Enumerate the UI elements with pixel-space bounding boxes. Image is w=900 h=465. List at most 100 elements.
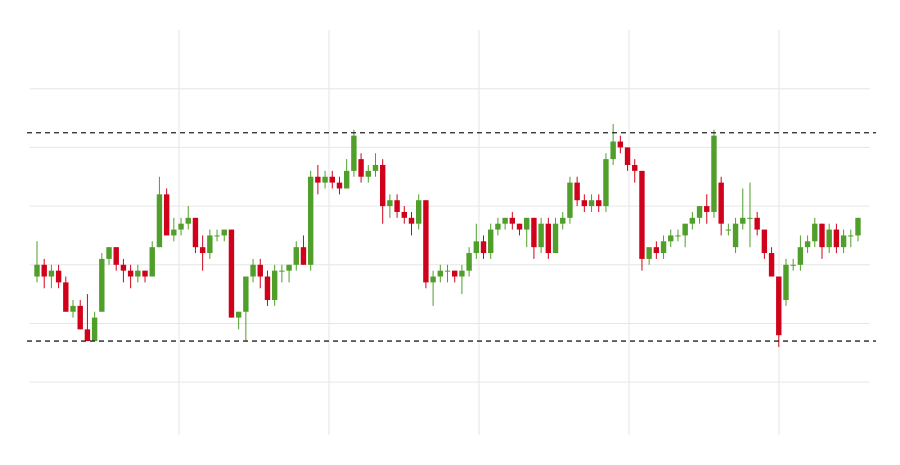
- candle-body: [178, 223, 184, 230]
- candle-body: [192, 217, 199, 248]
- candle-body: [610, 141, 616, 160]
- candle-body: [228, 229, 235, 318]
- candle-body: [696, 206, 703, 218]
- candle-body: [516, 223, 523, 230]
- candle-body: [581, 200, 588, 207]
- candle-body: [797, 247, 804, 265]
- candle-body: [646, 247, 652, 259]
- candle-body: [423, 200, 429, 283]
- candle-body: [106, 247, 112, 259]
- candle-body: [171, 229, 177, 236]
- candle-body: [704, 206, 710, 212]
- candle-body: [826, 229, 832, 248]
- candle-body: [574, 182, 580, 201]
- candle-body: [790, 264, 796, 266]
- candle-body: [135, 270, 141, 277]
- candle-body: [207, 235, 213, 254]
- candle-body: [99, 258, 105, 312]
- candle-body: [286, 264, 292, 271]
- candle-body: [156, 194, 163, 248]
- candle-body: [732, 223, 739, 248]
- candle-body: [41, 264, 47, 277]
- candle-body: [617, 141, 624, 148]
- candle-body: [444, 270, 451, 272]
- candle-body: [660, 241, 667, 254]
- candle-body: [488, 229, 494, 254]
- candle-body: [63, 282, 69, 312]
- candle-body: [531, 217, 537, 248]
- candle-body: [466, 253, 472, 271]
- vertical-grid: [178, 30, 780, 435]
- candle-body: [495, 223, 501, 230]
- candle-body: [747, 217, 753, 219]
- candle-body: [768, 253, 775, 277]
- candle-body: [567, 182, 573, 218]
- candle-body: [639, 170, 645, 259]
- candle-body: [322, 176, 328, 183]
- candle-body: [437, 270, 443, 277]
- candle-body: [603, 159, 609, 207]
- candle-body: [358, 159, 364, 177]
- candle-body: [840, 235, 847, 248]
- candle-body: [754, 217, 760, 230]
- candle-body: [394, 200, 400, 212]
- candle-body: [848, 235, 854, 237]
- candle-body: [271, 270, 278, 300]
- candle-body: [855, 217, 861, 236]
- candle-body: [480, 241, 487, 254]
- candle-body: [250, 264, 256, 277]
- candle-body: [653, 247, 660, 254]
- candle-body: [459, 270, 465, 277]
- candle-body: [415, 200, 422, 224]
- candle-body: [315, 176, 321, 183]
- candle-body: [682, 223, 688, 236]
- candle-body: [812, 223, 818, 242]
- candle-body: [819, 223, 825, 248]
- candle-body: [473, 241, 480, 254]
- candle-body: [329, 176, 335, 183]
- candle-body: [70, 305, 76, 312]
- candle-body: [725, 229, 732, 231]
- candle-body: [351, 135, 357, 171]
- candle-body: [740, 217, 746, 224]
- candle-body: [142, 270, 148, 277]
- candle-body: [55, 270, 62, 283]
- candle-body: [545, 223, 552, 254]
- candle-body: [235, 311, 242, 318]
- candle-body: [524, 217, 530, 230]
- candle-body: [127, 270, 134, 277]
- candle-body: [833, 229, 840, 248]
- candle-body: [776, 276, 782, 336]
- candle-body: [783, 264, 789, 300]
- candle-body: [372, 165, 379, 171]
- candle-body: [163, 194, 170, 236]
- candle-body: [502, 217, 508, 224]
- candle-body: [668, 235, 674, 242]
- candle-body: [48, 270, 55, 277]
- candle-body: [365, 170, 371, 177]
- candle-body: [379, 165, 386, 207]
- candle-body: [221, 229, 227, 236]
- candle-body: [91, 317, 98, 342]
- candle-body: [199, 247, 206, 254]
- candle-body: [307, 176, 314, 265]
- candle-body: [430, 276, 436, 283]
- candle-body: [689, 217, 696, 224]
- candle-body: [149, 247, 155, 277]
- candle-body: [257, 264, 263, 277]
- candle-body: [84, 329, 91, 342]
- candle-body: [264, 276, 271, 300]
- candle-body: [675, 235, 681, 237]
- candle-body: [718, 182, 724, 224]
- candle-body: [509, 217, 516, 224]
- candle-body: [343, 170, 350, 189]
- candle-body: [711, 135, 717, 212]
- candle-body: [588, 200, 595, 207]
- candle-body: [401, 211, 407, 218]
- candle-body: [387, 200, 393, 207]
- candle-body: [336, 182, 343, 189]
- candle-body: [596, 200, 602, 207]
- candle-body: [243, 276, 249, 312]
- candle-body: [300, 247, 307, 265]
